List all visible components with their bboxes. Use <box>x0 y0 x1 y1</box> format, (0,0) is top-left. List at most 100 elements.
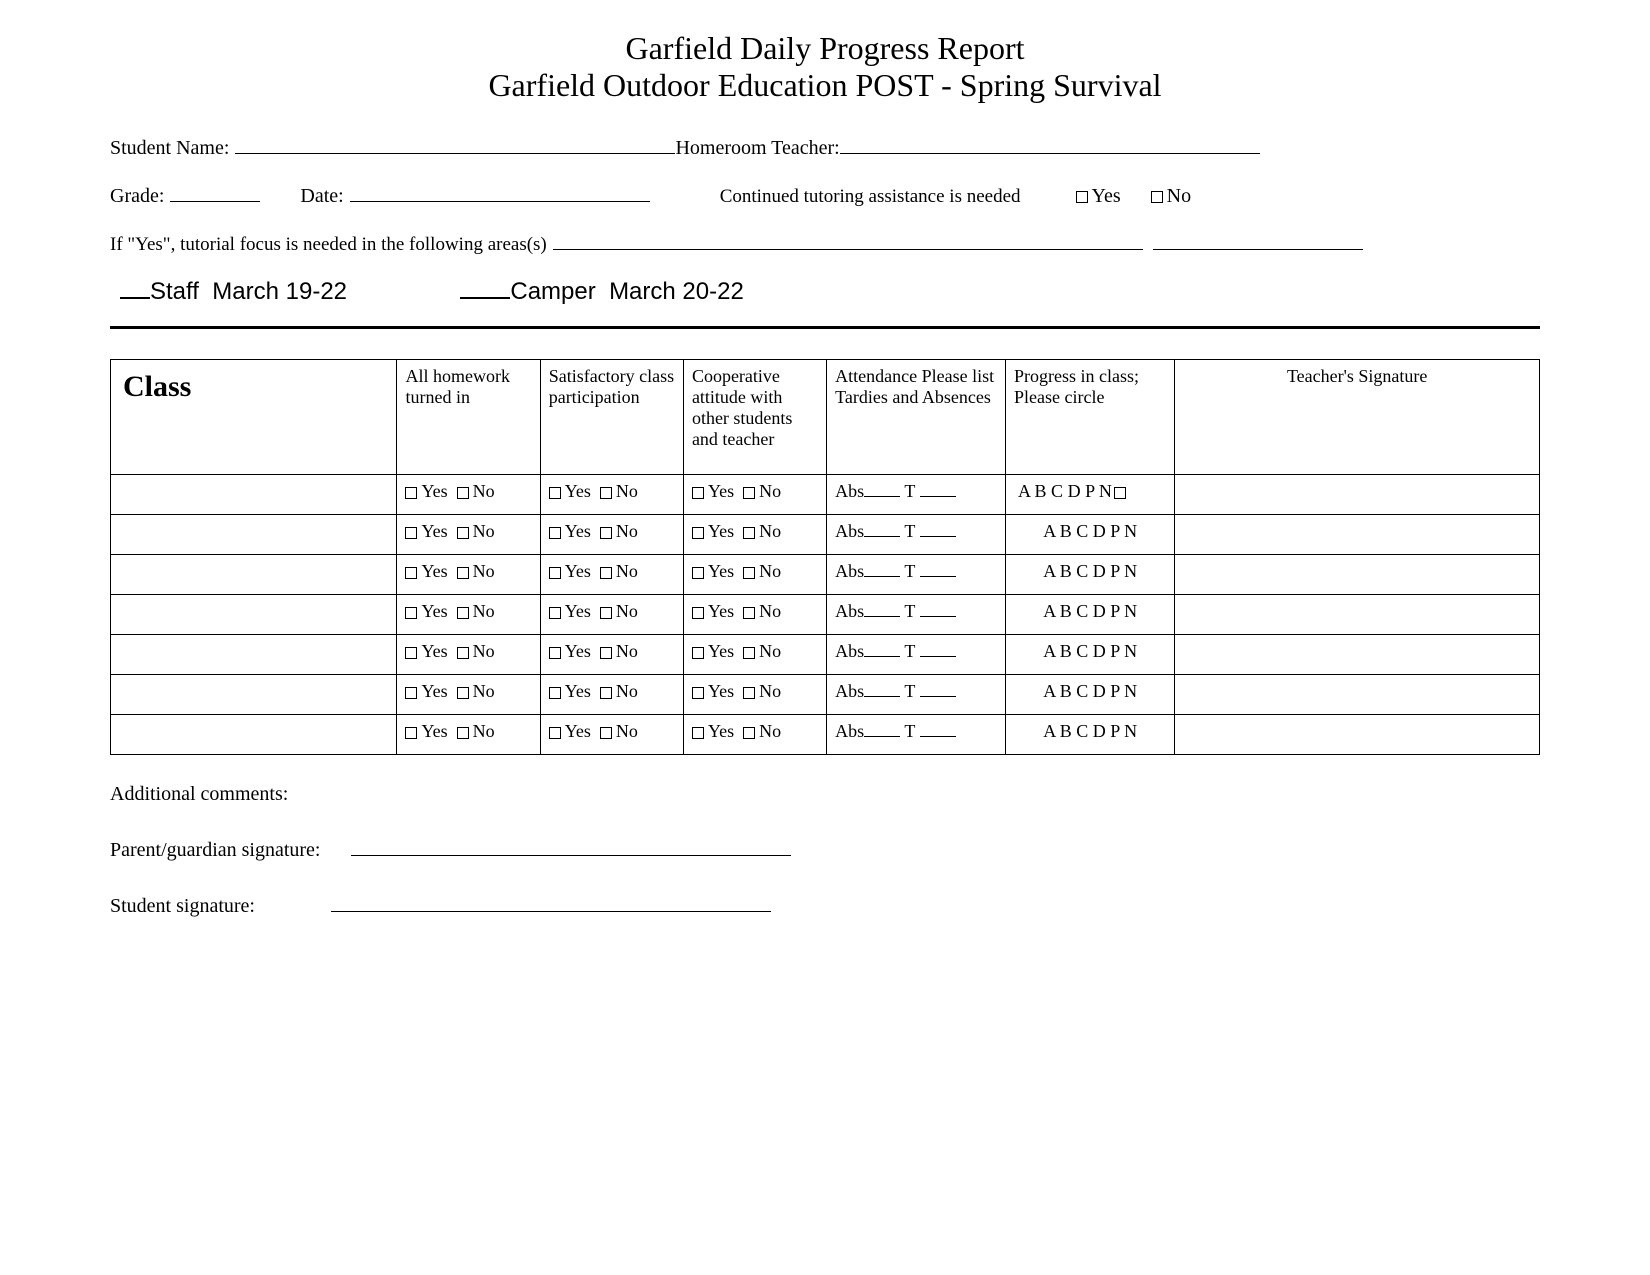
table-row: Yes NoYes NoYes NoAbs T A B C D P N <box>111 515 1540 555</box>
cell-yes-no[interactable]: Yes No <box>397 715 540 755</box>
table-header-row: Class All homework turned in Satisfactor… <box>111 360 1540 475</box>
parent-sig-input[interactable] <box>351 836 791 856</box>
cell-yes-no[interactable]: Yes No <box>540 475 683 515</box>
table-row: Yes NoYes NoYes NoAbs T A B C D P N <box>111 715 1540 755</box>
cell-yes-no[interactable]: Yes No <box>683 635 826 675</box>
title-block: Garfield Daily Progress Report Garfield … <box>110 30 1540 104</box>
row-comments: Additional comments: <box>110 783 1540 806</box>
cell-class[interactable] <box>111 715 397 755</box>
progress-table: Class All homework turned in Satisfactor… <box>110 359 1540 755</box>
camper-dates: March 20-22 <box>609 278 744 305</box>
footer: Additional comments: Parent/guardian sig… <box>110 783 1540 918</box>
cell-class[interactable] <box>111 515 397 555</box>
staff-label: Staff <box>150 278 199 305</box>
grade-label: Grade: <box>110 185 164 208</box>
cell-progress[interactable]: A B C D P N <box>1006 715 1175 755</box>
table-row: Yes NoYes NoYes NoAbs T A B C D P N <box>111 675 1540 715</box>
divider <box>110 326 1540 329</box>
tutoring-label: Continued tutoring assistance is needed <box>720 186 1021 208</box>
student-sig-label: Student signature: <box>110 895 255 918</box>
cell-yes-no[interactable]: Yes No <box>540 515 683 555</box>
row-grade-date-tutoring: Grade: Date: Continued tutoring assistan… <box>110 182 1540 208</box>
cell-yes-no[interactable]: Yes No <box>397 475 540 515</box>
cell-yes-no[interactable]: Yes No <box>540 675 683 715</box>
student-sig-input[interactable] <box>331 892 771 912</box>
title-line-2: Garfield Outdoor Education POST - Spring… <box>110 67 1540 104</box>
cell-class[interactable] <box>111 555 397 595</box>
grade-input[interactable] <box>170 182 260 202</box>
cell-yes-no[interactable]: Yes No <box>683 675 826 715</box>
tutoring-no-checkbox[interactable]: No <box>1151 185 1191 208</box>
cell-class[interactable] <box>111 595 397 635</box>
cell-yes-no[interactable]: Yes No <box>540 595 683 635</box>
cell-yes-no[interactable]: Yes No <box>683 555 826 595</box>
cell-progress[interactable]: A B C D P N <box>1006 475 1175 515</box>
cell-attendance[interactable]: Abs T <box>827 635 1006 675</box>
cell-signature[interactable] <box>1175 515 1540 555</box>
cell-yes-no[interactable]: Yes No <box>683 475 826 515</box>
row-roles: Staff March 19-22 Camper March 20-22 <box>110 278 1540 306</box>
cell-class[interactable] <box>111 675 397 715</box>
cell-yes-no[interactable]: Yes No <box>540 555 683 595</box>
cell-signature[interactable] <box>1175 635 1540 675</box>
yes-label: Yes <box>1092 185 1121 207</box>
row-parent-sig: Parent/guardian signature: <box>110 836 1540 862</box>
header-attendance: Attendance Please list Tardies and Absen… <box>827 360 1006 475</box>
parent-sig-label: Parent/guardian signature: <box>110 839 321 862</box>
cell-yes-no[interactable]: Yes No <box>397 635 540 675</box>
row-student-sig: Student signature: <box>110 892 1540 918</box>
cell-signature[interactable] <box>1175 595 1540 635</box>
cell-signature[interactable] <box>1175 475 1540 515</box>
comments-label: Additional comments: <box>110 783 288 806</box>
cell-yes-no[interactable]: Yes No <box>540 635 683 675</box>
cell-progress[interactable]: A B C D P N <box>1006 515 1175 555</box>
table-row: Yes NoYes NoYes NoAbs T A B C D P N <box>111 475 1540 515</box>
row-student-homeroom: Student Name: Homeroom Teacher: <box>110 134 1540 160</box>
cell-class[interactable] <box>111 475 397 515</box>
cell-attendance[interactable]: Abs T <box>827 675 1006 715</box>
cell-class[interactable] <box>111 635 397 675</box>
tutorial-focus-input-1[interactable] <box>553 230 1143 250</box>
cell-yes-no[interactable]: Yes No <box>397 555 540 595</box>
header-progress: Progress in class; Please circle <box>1006 360 1175 475</box>
cell-attendance[interactable]: Abs T <box>827 475 1006 515</box>
table-row: Yes NoYes NoYes NoAbs T A B C D P N <box>111 595 1540 635</box>
row-tutorial-focus: If "Yes", tutorial focus is needed in th… <box>110 230 1540 256</box>
cell-yes-no[interactable]: Yes No <box>683 515 826 555</box>
header-class: Class <box>111 360 397 475</box>
header-cooperative: Cooperative attitude with other students… <box>683 360 826 475</box>
cell-attendance[interactable]: Abs T <box>827 515 1006 555</box>
student-name-label: Student Name: <box>110 137 229 160</box>
cell-progress[interactable]: A B C D P N <box>1006 595 1175 635</box>
homeroom-input[interactable] <box>840 134 1260 154</box>
cell-yes-no[interactable]: Yes No <box>683 595 826 635</box>
cell-attendance[interactable]: Abs T <box>827 715 1006 755</box>
cell-yes-no[interactable]: Yes No <box>397 595 540 635</box>
cell-attendance[interactable]: Abs T <box>827 595 1006 635</box>
header-homework: All homework turned in <box>397 360 540 475</box>
cell-yes-no[interactable]: Yes No <box>397 675 540 715</box>
no-label: No <box>1167 185 1191 207</box>
student-name-input[interactable] <box>235 134 675 154</box>
cell-yes-no[interactable]: Yes No <box>397 515 540 555</box>
staff-check-input[interactable] <box>120 279 150 299</box>
cell-progress[interactable]: A B C D P N <box>1006 675 1175 715</box>
camper-check-input[interactable] <box>460 279 510 299</box>
cell-signature[interactable] <box>1175 555 1540 595</box>
camper-label: Camper <box>510 278 595 305</box>
cell-signature[interactable] <box>1175 675 1540 715</box>
date-input[interactable] <box>350 182 650 202</box>
table-row: Yes NoYes NoYes NoAbs T A B C D P N <box>111 555 1540 595</box>
cell-yes-no[interactable]: Yes No <box>540 715 683 755</box>
tutorial-focus-input-2[interactable] <box>1153 230 1363 250</box>
staff-dates: March 19-22 <box>212 278 347 305</box>
tutoring-yes-checkbox[interactable]: Yes <box>1076 185 1121 208</box>
header-satisfactory: Satisfactory class participation <box>540 360 683 475</box>
cell-yes-no[interactable]: Yes No <box>683 715 826 755</box>
cell-signature[interactable] <box>1175 715 1540 755</box>
title-line-1: Garfield Daily Progress Report <box>110 30 1540 67</box>
cell-attendance[interactable]: Abs T <box>827 555 1006 595</box>
cell-progress[interactable]: A B C D P N <box>1006 555 1175 595</box>
date-label: Date: <box>300 185 343 208</box>
cell-progress[interactable]: A B C D P N <box>1006 635 1175 675</box>
